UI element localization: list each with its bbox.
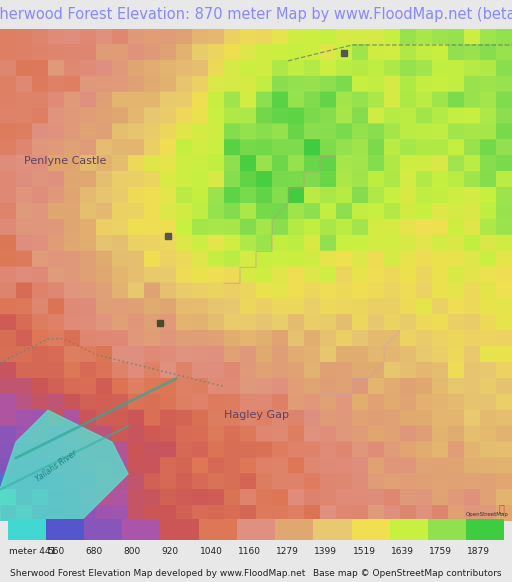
Bar xyxy=(160,519,199,540)
Text: 1160: 1160 xyxy=(238,547,261,556)
Bar xyxy=(390,519,428,540)
Bar xyxy=(199,519,237,540)
Bar xyxy=(352,519,390,540)
Bar xyxy=(46,519,84,540)
Text: 1519: 1519 xyxy=(353,547,375,556)
Text: 1399: 1399 xyxy=(314,547,337,556)
Text: Sherwood Forest Elevation Map developed by www.FloodMap.net: Sherwood Forest Elevation Map developed … xyxy=(10,569,306,578)
Bar xyxy=(8,519,46,540)
Text: Ⓜ: Ⓜ xyxy=(498,503,504,513)
Bar xyxy=(466,519,504,540)
Bar xyxy=(313,519,352,540)
Bar xyxy=(237,519,275,540)
Text: Hagley Gap: Hagley Gap xyxy=(224,410,289,420)
Text: 1279: 1279 xyxy=(276,547,299,556)
Text: meter 441: meter 441 xyxy=(9,547,56,556)
Text: 1879: 1879 xyxy=(467,547,490,556)
Bar xyxy=(428,519,466,540)
Text: 920: 920 xyxy=(161,547,179,556)
Polygon shape xyxy=(0,410,128,521)
Text: 560: 560 xyxy=(47,547,64,556)
Text: 1639: 1639 xyxy=(391,547,414,556)
Bar xyxy=(84,519,122,540)
Text: Penlyne Castle: Penlyne Castle xyxy=(24,156,106,166)
Text: OpenStreetMap: OpenStreetMap xyxy=(466,512,509,517)
Text: 800: 800 xyxy=(123,547,141,556)
Text: Sherwood Forest Elevation: 870 meter Map by www.FloodMap.net (beta): Sherwood Forest Elevation: 870 meter Map… xyxy=(0,7,512,22)
Text: Yallahs River: Yallahs River xyxy=(34,448,78,484)
Text: 1759: 1759 xyxy=(429,547,452,556)
Text: 680: 680 xyxy=(85,547,102,556)
Bar xyxy=(122,519,160,540)
Text: Base map © OpenStreetMap contributors: Base map © OpenStreetMap contributors xyxy=(313,569,502,578)
Bar xyxy=(275,519,313,540)
Text: 1040: 1040 xyxy=(200,547,223,556)
